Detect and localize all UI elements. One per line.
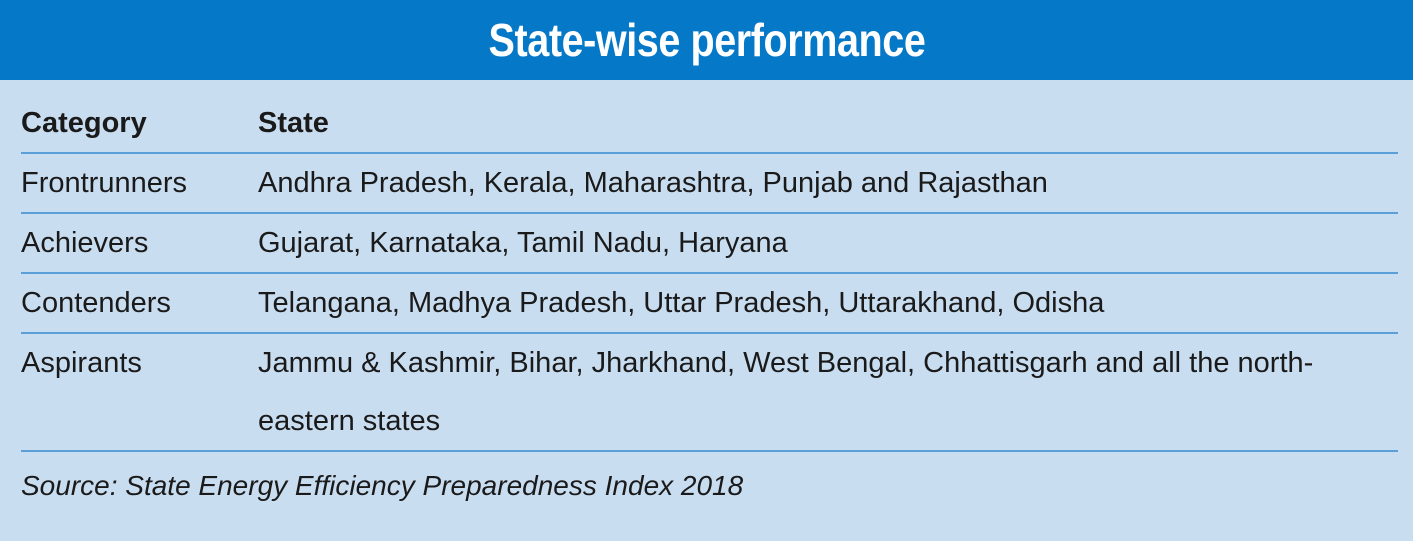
panel-title: State-wise performance <box>488 14 925 66</box>
title-banner: State-wise performance <box>0 0 1413 80</box>
table-row: Contenders Telangana, Madhya Pradesh, Ut… <box>21 274 1398 334</box>
state-cell: Gujarat, Karnataka, Tamil Nadu, Haryana <box>258 227 788 259</box>
table-row: Aspirants Jammu & Kashmir, Bihar, Jharkh… <box>21 334 1398 452</box>
state-cell: Andhra Pradesh, Kerala, Maharashtra, Pun… <box>258 167 1048 199</box>
category-column-header: Category <box>21 107 147 139</box>
state-cell: Jammu & Kashmir, Bihar, Jharkhand, West … <box>258 347 1314 437</box>
state-cell: Telangana, Madhya Pradesh, Uttar Pradesh… <box>258 287 1105 319</box>
table-row: Achievers Gujarat, Karnataka, Tamil Nadu… <box>21 214 1398 274</box>
table-header-row: Category State <box>21 95 1398 154</box>
category-cell: Achievers <box>21 227 149 259</box>
source-note: Source: State Energy Efficiency Prepared… <box>21 470 744 501</box>
category-cell: Contenders <box>21 287 171 319</box>
table-row: Frontrunners Andhra Pradesh, Kerala, Mah… <box>21 154 1398 214</box>
category-cell: Frontrunners <box>21 167 188 199</box>
category-cell: Aspirants <box>21 347 142 379</box>
state-column-header: State <box>258 107 329 139</box>
performance-table: Category State Frontrunners Andhra Prade… <box>21 95 1398 452</box>
